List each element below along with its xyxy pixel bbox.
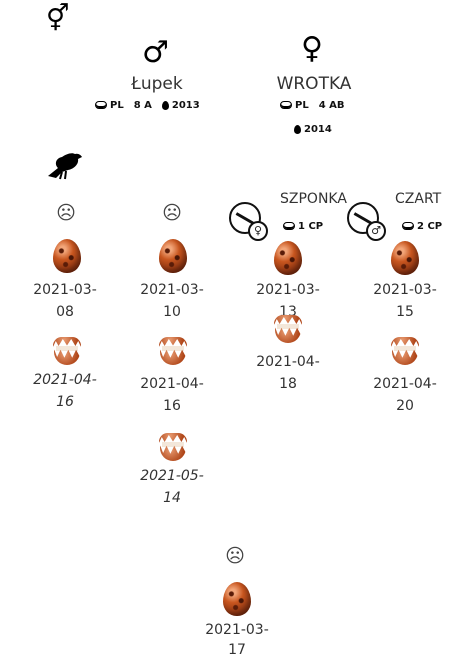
drop-icon — [294, 124, 301, 134]
hatched-egg-icon[interactable] — [51, 337, 83, 365]
ring-icon — [283, 222, 295, 230]
female-symbol-icon: ♀ — [248, 221, 268, 241]
male-symbol-icon: ♂ — [366, 221, 386, 241]
ring-code: 1 CP — [298, 221, 324, 232]
ring-country: PL — [110, 100, 124, 111]
chick-badge-icon: ♀ — [229, 202, 268, 241]
ring-code: 4 AB — [318, 100, 345, 111]
chick-badge-icon: ♂ — [347, 202, 386, 241]
egg-icon[interactable] — [274, 241, 302, 275]
crow-icon — [48, 153, 82, 180]
male-symbol-icon: ♂ — [142, 35, 169, 70]
failed-egg-icon: ☹ — [225, 545, 245, 567]
hatched-egg-icon[interactable] — [389, 337, 421, 365]
laid-date: 2021-03-15 — [373, 282, 437, 320]
outcome-date: 2021-04-20 — [373, 376, 437, 414]
chick-ring: 1 CP — [283, 221, 333, 232]
laid-date: 2021-03-17 — [205, 622, 269, 658]
male-female-icon: ⚥ — [46, 4, 70, 34]
drop-icon — [161, 100, 169, 110]
outcome-date: 2021-04-16 — [140, 376, 204, 414]
hatched-egg-icon[interactable] — [272, 315, 304, 343]
hatched-egg-icon[interactable] — [157, 433, 189, 461]
birth-year: 2014 — [304, 124, 332, 135]
laid-date: 2021-03-08 — [33, 282, 97, 320]
ring-icon — [280, 101, 292, 109]
ring-code: 2 CP — [417, 221, 443, 232]
egg-icon[interactable] — [223, 582, 251, 616]
outcome-date: 2021-04-18 — [256, 354, 320, 392]
female-parent-name[interactable]: WROTKA — [276, 74, 352, 94]
extra-date: 2021-05-14 — [140, 468, 204, 506]
chick-name[interactable]: SZPONKA — [280, 191, 347, 207]
outcome-date: 2021-04-16 — [33, 372, 97, 410]
male-parent-name[interactable]: Łupek — [131, 74, 183, 94]
egg-icon[interactable] — [391, 241, 419, 275]
female-parent-year: 2014 — [294, 124, 342, 135]
chick-name[interactable]: CZART — [395, 191, 442, 207]
laid-date: 2021-03-10 — [140, 282, 204, 320]
female-symbol-icon: ♀ — [301, 31, 323, 66]
egg-icon[interactable] — [159, 239, 187, 273]
failed-egg-icon: ☹ — [162, 202, 182, 224]
egg-icon[interactable] — [53, 239, 81, 273]
female-parent-meta: PL 4 AB — [280, 100, 355, 111]
ring-icon — [402, 222, 414, 230]
ring-icon — [95, 101, 107, 109]
hatched-egg-icon[interactable] — [157, 337, 189, 365]
male-parent-meta: PL 8 A 2013 — [95, 100, 210, 111]
failed-egg-icon: ☹ — [56, 202, 76, 224]
ring-code: 8 A — [133, 100, 152, 111]
ring-country: PL — [295, 100, 309, 111]
chick-ring: 2 CP — [402, 221, 452, 232]
birth-year: 2013 — [171, 100, 200, 111]
